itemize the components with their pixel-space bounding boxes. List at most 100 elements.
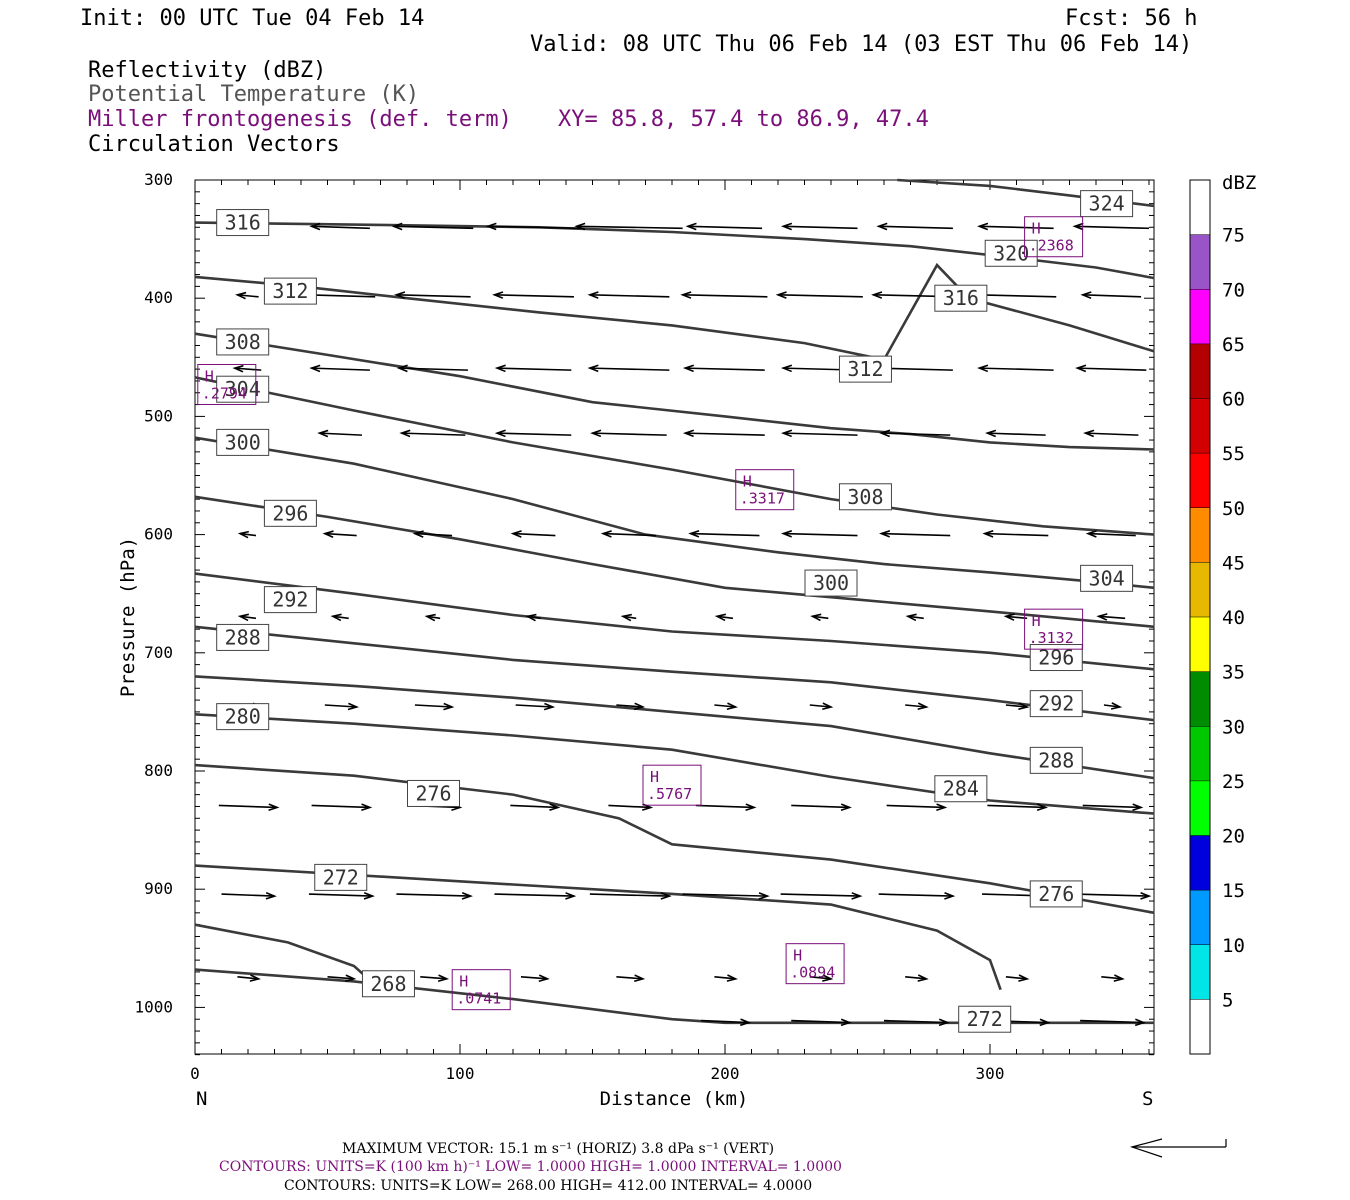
theta-label: 320 [984, 239, 1038, 267]
eastward-vector [311, 803, 373, 812]
vector-shaft [783, 532, 858, 537]
maximum-box [1024, 216, 1084, 258]
theta-label: 292 [1029, 690, 1083, 718]
colorbar-segment [1190, 835, 1210, 891]
westward-vector [1085, 530, 1136, 538]
vector-shaft [497, 432, 572, 436]
vector-shaft [589, 367, 670, 371]
westward-vector [1080, 291, 1142, 299]
vector-head [740, 1018, 752, 1027]
vector-head [485, 222, 497, 231]
vector-shaft [1098, 615, 1126, 620]
maximum-value: .0894 [790, 964, 835, 982]
maximum-letter: H [1032, 220, 1041, 238]
eastward-vector [237, 974, 261, 982]
vector-head [726, 974, 738, 982]
westward-vector [1072, 222, 1150, 231]
circulation-vectors [218, 222, 1152, 1027]
vector-head [232, 364, 244, 373]
theta-label-box [216, 703, 270, 731]
theta-label-text: 288 [1038, 748, 1074, 772]
westward-vector [688, 530, 760, 538]
westward-vector [587, 364, 670, 373]
westward-vector [620, 613, 637, 622]
westward-vector [714, 613, 734, 622]
theta-label: 324 [1080, 190, 1134, 218]
frontogenesis-maximum: H.0894 [785, 943, 845, 985]
westward-vector [391, 222, 474, 231]
vector-shaft [589, 294, 670, 298]
vector-head [249, 974, 261, 982]
theta-label-text: 296 [272, 501, 308, 525]
vector-shaft [685, 367, 765, 371]
vector-head [237, 530, 250, 539]
westward-vector [494, 364, 572, 373]
theta-label-text: 276 [1038, 882, 1074, 906]
maximum-letter: H [650, 768, 659, 786]
vector-head [745, 803, 757, 812]
x-tick-label: 200 [711, 1064, 740, 1083]
vector-head [944, 892, 956, 900]
field-potential-temperature: Potential Temperature (K) [88, 82, 419, 107]
vector-shaft [886, 804, 945, 809]
vector-head [391, 222, 403, 231]
westward-vector [1075, 364, 1147, 373]
eastward-vector [1074, 892, 1152, 900]
westward-vector [399, 429, 466, 438]
westward-vector [780, 429, 858, 438]
colorbar-level-label: 60 [1222, 389, 1245, 411]
colorbar-level-label: 15 [1222, 880, 1245, 902]
frontogenesis-maximum: H.0741 [451, 969, 511, 1011]
theta-label-text: 272 [323, 865, 359, 889]
theta-contours [194, 178, 1155, 1025]
eastward-vector [791, 1018, 852, 1027]
vector-shaft [603, 532, 657, 537]
vector-head [345, 974, 357, 983]
eastward-vector [791, 803, 852, 812]
vector-shaft [883, 1019, 948, 1024]
maximum-box [197, 363, 257, 405]
westward-vector [600, 530, 657, 538]
westward-vector [424, 613, 441, 622]
westward-vector [396, 364, 468, 373]
y-tick-label: 800 [144, 761, 173, 780]
vector-shaft [494, 294, 574, 298]
westward-vector [235, 291, 259, 300]
vector-head [600, 530, 612, 538]
theta-label: 312 [263, 277, 317, 305]
vector-head [879, 429, 891, 438]
vector-shaft [497, 367, 572, 371]
vector-head [660, 892, 672, 900]
vector-shaft [907, 615, 924, 620]
vector-shaft [1005, 615, 1028, 620]
theta-label: 316 [216, 209, 270, 237]
vector-head [1080, 291, 1092, 299]
vector-head [840, 803, 852, 812]
y-tick-label: 900 [144, 879, 173, 898]
vector-head [1039, 1018, 1051, 1027]
westward-vector [237, 613, 257, 622]
vector-shaft [218, 804, 278, 809]
vector-head [235, 291, 247, 300]
vector-shaft [608, 804, 651, 809]
theta-contour-312 [194, 332, 1155, 451]
theta-label: 276 [407, 779, 460, 807]
vector-shaft [878, 225, 953, 230]
theta-label-box [216, 428, 270, 456]
westward-vector [1003, 613, 1028, 621]
westward-vector [394, 291, 471, 299]
vector-head [1134, 1018, 1147, 1027]
vector-head [437, 974, 450, 983]
vector-head [1132, 803, 1144, 812]
vector-shaft [881, 432, 951, 436]
x-tick-label: 100 [446, 1064, 475, 1083]
eastward-vector [905, 974, 929, 982]
eastward-vector [218, 803, 280, 812]
frontogenesis-contour-info: CONTOURS: UNITS=K (100 km h)⁻¹ LOW= 1.00… [219, 1159, 842, 1175]
colorbar-level-label: 30 [1222, 716, 1245, 738]
theta-label-text: 324 [1089, 192, 1125, 216]
vector-head [1018, 702, 1030, 711]
vector-shaft [714, 976, 736, 980]
vector-head [680, 291, 692, 299]
